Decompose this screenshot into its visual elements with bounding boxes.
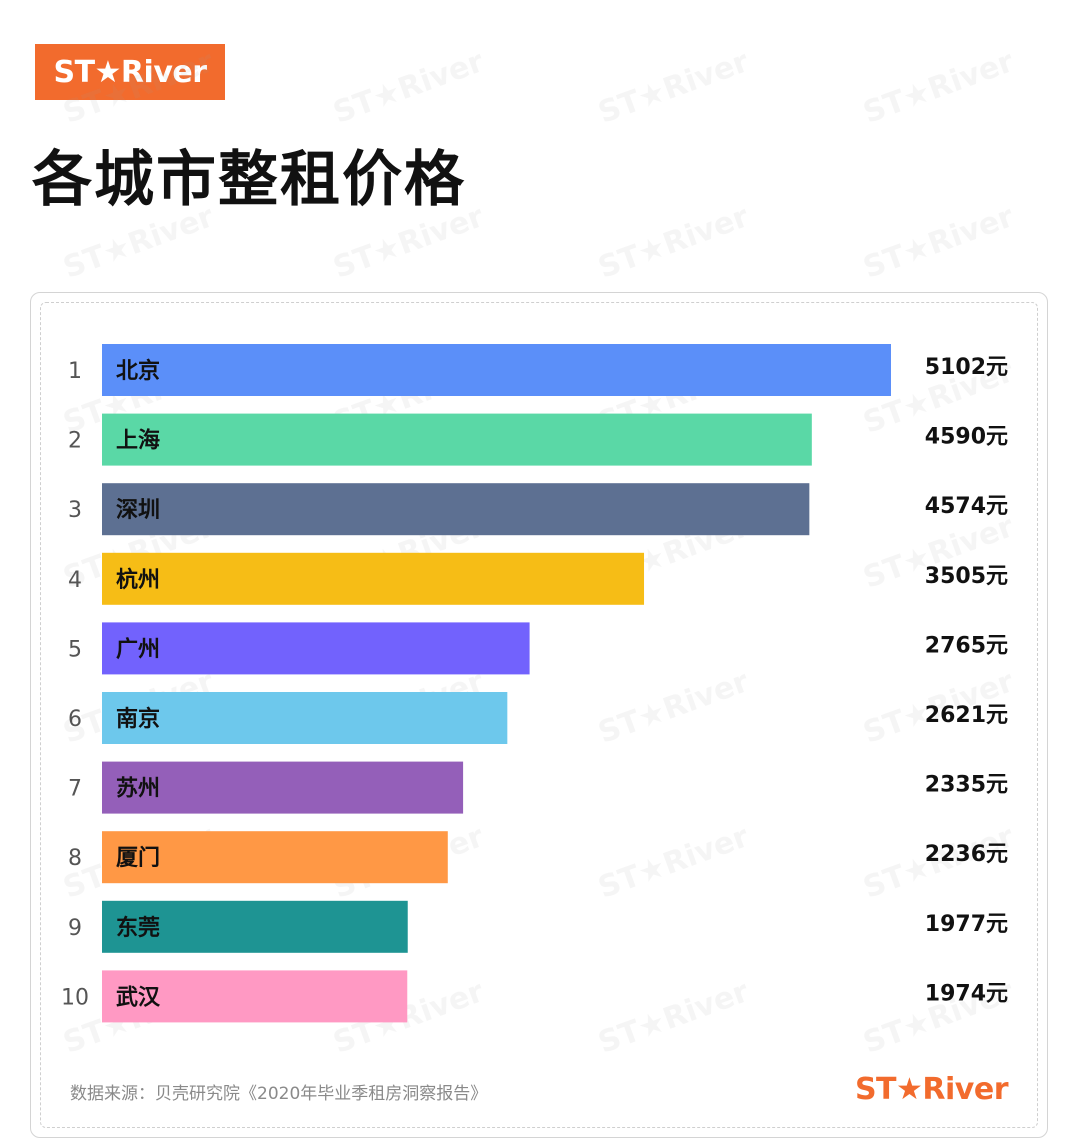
bar [102,970,408,1023]
value-label: 4574元 [925,494,1008,519]
rank-label: 9 [68,916,82,941]
value-label: 5102元 [925,355,1008,380]
bar [102,552,645,605]
chart-panel-inner [40,302,1038,1128]
rank-label: 2 [68,429,82,454]
value-label: 3505元 [925,564,1008,589]
category-label: 上海 [116,428,160,454]
rank-label: 4 [68,568,82,593]
value-label: 1974元 [925,981,1008,1006]
value-label: 2621元 [925,703,1008,728]
rank-label: 7 [68,777,82,802]
chart-panel [30,292,1048,1138]
brand-logo: ST★River [35,44,225,100]
rank-label: 5 [68,637,82,662]
value-label: 2765元 [925,633,1008,658]
category-label: 深圳 [116,498,160,523]
bar [102,483,810,536]
category-label: 苏州 [116,776,160,802]
bar [102,622,530,675]
bar [102,692,508,744]
bar [102,900,408,953]
category-label: 杭州 [116,567,160,593]
bar [102,831,448,884]
category-label: 武汉 [116,985,161,1010]
category-label: 厦门 [116,845,160,871]
value-label: 4590元 [925,425,1008,450]
category-label: 北京 [116,358,160,384]
bar [102,761,464,814]
bar [102,413,812,466]
value-label: 2236元 [925,842,1008,867]
source-note: 数据来源：贝壳研究院《2020年毕业季租房洞察报告》 [70,1084,488,1104]
value-label: 2335元 [925,773,1008,798]
value-label: 1977元 [925,912,1008,937]
bar [102,344,891,396]
rank-label: 6 [68,707,82,732]
rank-label: 10 [61,985,89,1010]
category-label: 广州 [116,636,160,662]
rank-label: 3 [68,498,82,523]
category-label: 东莞 [116,915,160,941]
footer-brand-logo: ST★River [854,1072,1009,1107]
rank-label: 1 [68,359,82,384]
rank-label: 8 [68,846,82,871]
category-label: 南京 [116,706,160,732]
page-title: 各城市整租价格 [32,145,466,215]
